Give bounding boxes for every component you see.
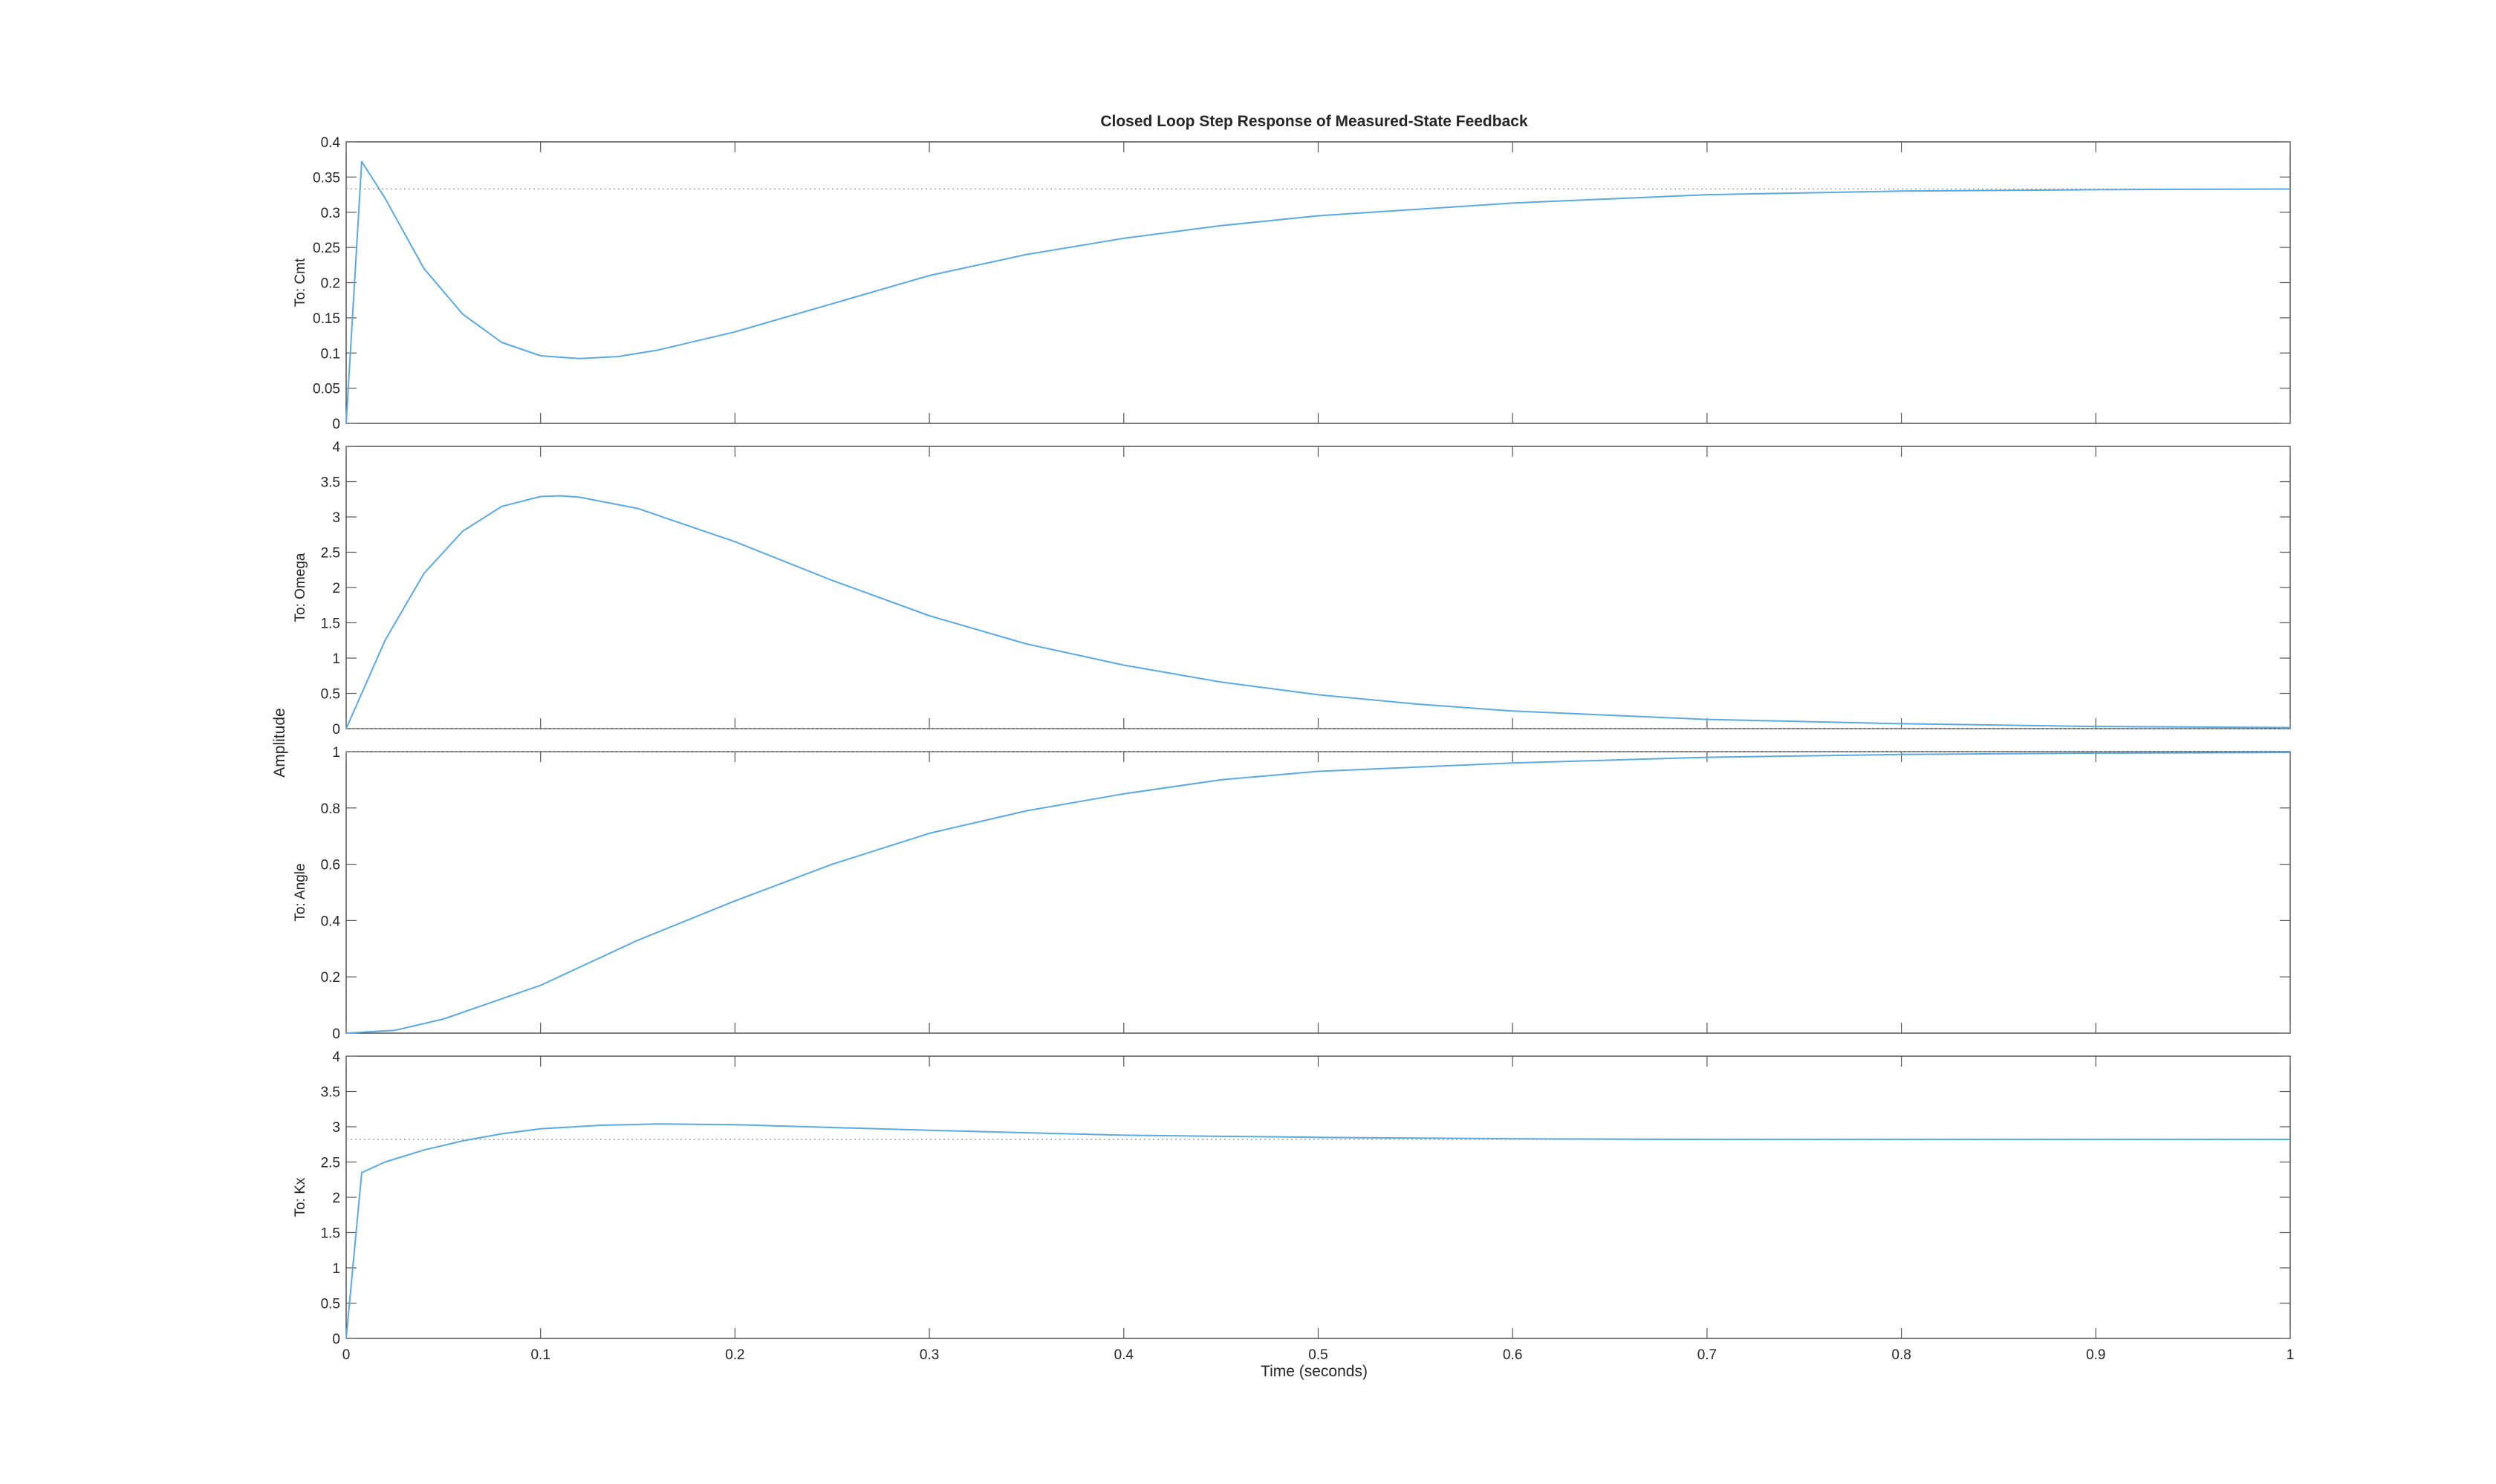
y-tick-label: 0.5 xyxy=(321,1297,340,1312)
response-curve xyxy=(345,752,2291,1034)
x-tick-label: 0.6 xyxy=(1503,1347,1522,1363)
y-tick-label: 0.8 xyxy=(321,801,340,817)
y-tick-label: 0.2 xyxy=(321,970,340,986)
y-tick-label: 0.35 xyxy=(313,170,340,186)
subplot-1: 0 0.05 0.1 0.15 0.2 0.25 0.3 0.35 0.4 To: Cmt xyxy=(293,135,2291,432)
response-curve xyxy=(345,495,2291,729)
y-tick-label: 4 xyxy=(332,1049,340,1065)
y-tick-label: 0.1 xyxy=(321,346,340,362)
y-tick-label: 0.25 xyxy=(313,241,340,256)
x-tick-label: 0.3 xyxy=(920,1347,939,1363)
y-tick-label: 3.5 xyxy=(321,475,340,491)
y-tick-label: 0.15 xyxy=(313,311,340,327)
subplot-ylabel: To: Angle xyxy=(293,863,308,921)
response-curve xyxy=(345,1123,2290,1339)
x-tick-label: 0.4 xyxy=(1114,1347,1134,1363)
y-tick-label: 0.6 xyxy=(321,858,340,873)
x-tick-label: 0.7 xyxy=(1697,1347,1717,1363)
y-tick-label: 1.5 xyxy=(321,616,340,632)
y-tick-label: 4 xyxy=(332,440,340,455)
x-tick-label: 0.2 xyxy=(725,1347,744,1363)
y-tick-label: 2.5 xyxy=(321,546,340,562)
y-tick-label: 3 xyxy=(332,1120,340,1136)
y-tick-label: 0.3 xyxy=(321,206,340,221)
subplot-2: 0 0.5 1 1.5 2 2.5 3 3.5 4 To: Omega xyxy=(293,440,2291,738)
y-tick-label: 0.5 xyxy=(321,687,340,703)
y-tick-label: 0.2 xyxy=(321,276,340,292)
y-tick-label: 0 xyxy=(332,1026,340,1042)
x-tick-label: 0 xyxy=(342,1347,351,1363)
x-tick-label: 0.8 xyxy=(1891,1347,1911,1363)
y-tick-label: 2 xyxy=(332,1191,340,1206)
subplots-group: 0 0.05 0.1 0.15 0.2 0.25 0.3 0.35 0.4 To: Cmt 0 0.5… xyxy=(293,135,2294,1363)
subplot-ylabel: To: Kx xyxy=(293,1177,308,1217)
x-tick-label: 0.9 xyxy=(2086,1347,2105,1363)
y-tick-label: 2 xyxy=(332,581,340,596)
x-tick-label: 0.5 xyxy=(1308,1347,1327,1363)
axes-box xyxy=(345,141,2291,424)
x-axis-label: Time (seconds) xyxy=(1261,1363,1368,1380)
y-axis-label: Amplitude xyxy=(271,708,288,777)
y-tick-label: 0 xyxy=(332,722,340,738)
y-tick-label: 1 xyxy=(332,1261,340,1277)
y-tick-label: 1.5 xyxy=(321,1226,340,1242)
figure-title: Closed Loop Step Response of Measured-St… xyxy=(1100,113,1528,130)
axes-box xyxy=(345,446,2291,729)
subplot-4: 0 0.5 1 1.5 2 2.5 3 3.5 4 0 0.1 0.2 0.3 0.4 0.5 0.6 0.7 0… xyxy=(293,1049,2294,1363)
y-tick-label: 0 xyxy=(332,417,340,432)
subplot-ylabel: To: Omega xyxy=(293,553,308,622)
x-tick-label: 0.1 xyxy=(530,1347,550,1363)
y-tick-label: 0.05 xyxy=(313,382,340,397)
y-tick-label: 0 xyxy=(332,1332,340,1347)
y-tick-label: 0.4 xyxy=(321,135,341,151)
response-curve xyxy=(345,160,2291,424)
y-tick-label: 2.5 xyxy=(321,1156,340,1171)
axes-box xyxy=(345,1055,2291,1339)
axes-box xyxy=(345,751,2291,1034)
y-tick-label: 1 xyxy=(332,745,340,761)
subplot-ylabel: To: Cmt xyxy=(293,258,308,307)
x-tick-label: 1 xyxy=(2287,1347,2295,1363)
subplot-3: 0 0.2 0.4 0.6 0.8 1 To: Angle xyxy=(293,745,2291,1042)
y-tick-label: 3.5 xyxy=(321,1085,340,1101)
y-tick-label: 1 xyxy=(332,651,340,667)
y-tick-label: 0.4 xyxy=(321,914,341,929)
y-tick-label: 3 xyxy=(332,510,340,526)
